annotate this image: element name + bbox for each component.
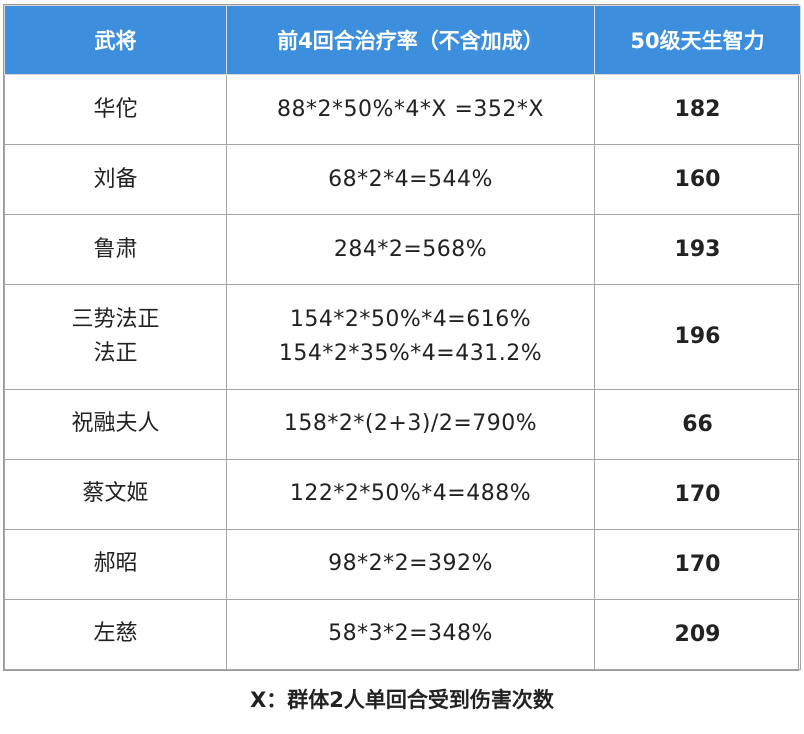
healing-formula-cell: 98*2*2=392% [226,528,595,600]
general-name-cell: 鲁肃 [4,214,227,286]
intelligence-value: 66 [594,388,801,460]
intelligence-value: 160 [594,144,801,216]
healing-formula-cell: 154*2*50%*4=616% 154*2*35%*4=431.2% [226,284,595,390]
general-name-cell: 祝融夫人 [4,388,227,460]
table-body: 华佗 88*2*50%*4*X =352*X 182 刘备 68*2*4=544% 160… [4,73,801,671]
general-name-cell: 刘备 [4,144,227,216]
general-name: 华佗 [93,96,138,122]
general-name: 郝昭 [93,551,138,577]
intelligence-value: 209 [594,598,801,671]
general-name: 法正 [93,340,138,366]
healing-formula-cell: 284*2=568% [226,214,595,286]
healing-formula-cell: 88*2*50%*4*X =352*X [226,73,595,146]
general-name-cell: 三势法正 法正 [4,284,227,390]
healing-formula-cell: 68*2*4=544% [226,144,595,216]
table-row: 三势法正法正 154*2*50%*4=616% 154*2*35%*4=431.2%… [4,284,801,390]
healing-formula: 154*2*50%*4=616% [289,306,532,332]
intelligence-value: 170 [594,528,801,600]
table-row: 鲁肃 284*2=568% 193 [4,214,801,286]
intelligence-value: 193 [594,214,801,286]
footnote: X：群体2人单回合受到伤害次数 [250,688,554,712]
intelligence-value: 196 [594,284,801,390]
table-row: 祝融夫人 158*2*(2+3)/2=790% 66 [4,388,801,460]
header-intelligence: 50级天生智力 [594,5,801,75]
healing-formula-cell: 158*2*(2+3)/2=790% [226,388,595,460]
table-header-row: 武将 前4回合治疗率（不含加成） 50级天生智力 [4,5,801,75]
general-name-cell: 蔡文姬 [4,458,227,530]
table-row: 左慈 58*3*2=348% 209 [4,598,801,671]
healing-formula-cell: 58*3*2=348% [226,598,595,671]
healing-formula: 158*2*(2+3)/2=790% [283,411,538,437]
table-row: 刘备 68*2*4=544% 160 [4,144,801,216]
general-name: 祝融夫人 [71,411,160,437]
general-name-cell: 左慈 [4,598,227,671]
table-row: 华佗 88*2*50%*4*X =352*X 182 [4,73,801,146]
healing-formula: 88*2*50%*4*X =352*X [277,96,544,122]
general-name: 刘备 [93,166,138,192]
healing-formula: 122*2*50%*4=488% [289,481,532,507]
healing-formula-cell: 122*2*50%*4=488% [226,458,595,530]
healing-rate-table: 武将 前4回合治疗率（不含加成） 50级天生智力 华佗 88*2*50%*4*X … [4,5,801,671]
healing-formula: 154*2*35%*4=431.2% [278,340,543,366]
healing-rate-table-container: 武将 前4回合治疗率（不含加成） 50级天生智力 华佗 88*2*50%*4*X … [3,4,801,671]
healing-formula: 284*2=568% [333,236,488,262]
intelligence-value: 182 [594,73,801,146]
healing-formula: 68*2*4=544% [328,166,493,192]
general-name: 蔡文姬 [82,481,149,507]
header-healing-rate: 前4回合治疗率（不含加成） [226,5,595,75]
healing-formula: 98*2*2=392% [328,551,493,577]
table-row: 郝昭 98*2*2=392% 170 [4,528,801,600]
general-name: 三势法正 [71,306,160,332]
intelligence-value: 170 [594,458,801,530]
healing-formula: 58*3*2=348% [328,621,493,647]
header-general: 武将 [4,5,227,75]
general-name-cell: 华佗 [4,73,227,146]
table-row: 蔡文姬 122*2*50%*4=488% 170 [4,458,801,530]
general-name: 鲁肃 [93,236,138,262]
general-name: 左慈 [93,621,138,647]
general-name-cell: 郝昭 [4,528,227,600]
